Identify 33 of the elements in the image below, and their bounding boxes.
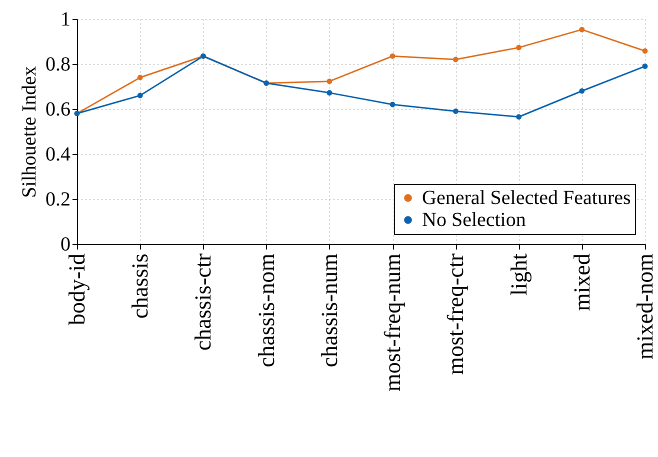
point	[642, 64, 648, 69]
point	[390, 102, 396, 108]
y-tick-label: 0	[60, 234, 70, 256]
legend-label: General Selected Features	[422, 187, 632, 209]
x-tick-label: chassis-ctr	[190, 253, 216, 351]
point	[516, 114, 522, 120]
point	[642, 48, 648, 54]
x-tick-label: most-freq-num	[380, 253, 406, 392]
x-tick-label: chassis	[128, 253, 153, 319]
point	[452, 108, 458, 114]
y-tick-label: 0.4	[46, 144, 70, 166]
x-tick-label: mixed-nom	[632, 253, 658, 360]
legend-label: No Selection	[422, 209, 526, 231]
point	[137, 74, 143, 80]
x-tick-label: body-id	[64, 253, 90, 326]
point	[452, 56, 458, 62]
point	[579, 26, 585, 32]
point	[137, 92, 143, 98]
point	[579, 88, 585, 94]
y-axis-title: Silhouette Index	[18, 66, 40, 198]
x-tick-label: most-freq-ctr	[443, 253, 468, 375]
point	[326, 90, 332, 96]
y-tick-label: 1	[60, 8, 70, 30]
x-tick-label: light	[506, 252, 532, 296]
x-tick-label: mixed	[569, 253, 594, 311]
y-tick-label: 0.6	[46, 98, 70, 120]
point	[326, 78, 332, 84]
point	[516, 44, 522, 50]
x-tick-label: chassis-num	[316, 253, 342, 368]
y-tick-label: 0.8	[46, 54, 70, 76]
y-tick-label: 0.2	[46, 188, 70, 210]
point	[390, 53, 396, 59]
x-tick-label: chassis-nom	[254, 253, 279, 368]
